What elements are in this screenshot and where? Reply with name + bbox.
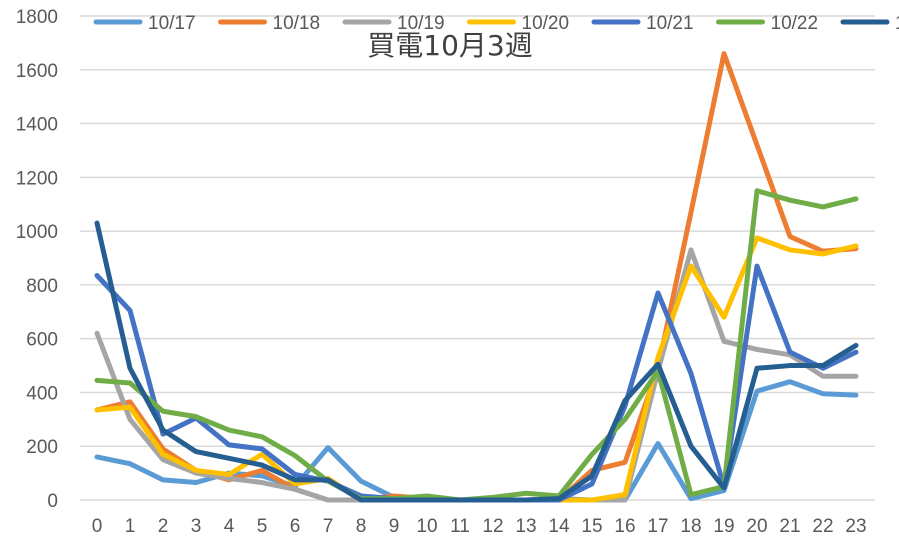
x-tick-label: 12 bbox=[482, 516, 503, 537]
chart-title: 買電10月3週 bbox=[367, 29, 532, 62]
x-tick-label: 3 bbox=[191, 516, 202, 537]
x-tick-label: 0 bbox=[92, 516, 103, 537]
x-tick-label: 7 bbox=[323, 516, 334, 537]
x-tick-label: 18 bbox=[680, 516, 701, 537]
x-tick-label: 5 bbox=[257, 516, 268, 537]
x-tick-label: 8 bbox=[356, 516, 367, 537]
x-tick-label: 14 bbox=[548, 516, 570, 537]
y-tick-label: 1000 bbox=[16, 222, 58, 243]
x-tick-label: 4 bbox=[224, 516, 235, 537]
x-tick-label: 19 bbox=[713, 516, 734, 537]
x-tick-label: 13 bbox=[515, 516, 536, 537]
legend-label: 10/21 bbox=[646, 13, 694, 34]
legend-label: 10/20 bbox=[522, 13, 570, 34]
y-tick-label: 1800 bbox=[16, 7, 58, 28]
legend-label: 10/18 bbox=[273, 13, 321, 34]
series-line-10-21 bbox=[94, 263, 859, 503]
legend-label: 10/19 bbox=[397, 13, 445, 34]
legend-label: 10/17 bbox=[148, 13, 196, 34]
y-tick-label: 0 bbox=[47, 491, 58, 512]
series-line-10-17 bbox=[94, 379, 859, 503]
y-tick-label: 800 bbox=[26, 276, 58, 297]
x-tick-label: 2 bbox=[158, 516, 169, 537]
y-tick-label: 200 bbox=[26, 437, 58, 458]
x-tick-label: 1 bbox=[125, 516, 136, 537]
x-tick-label: 23 bbox=[845, 516, 866, 537]
x-tick-label: 10 bbox=[416, 516, 437, 537]
x-tick-label: 20 bbox=[746, 516, 767, 537]
x-tick-label: 6 bbox=[290, 516, 301, 537]
legend-label: 10/23 bbox=[895, 13, 899, 34]
series-line-10-23 bbox=[94, 220, 859, 503]
x-tick-label: 21 bbox=[779, 516, 800, 537]
y-tick-label: 1600 bbox=[16, 61, 58, 82]
legend-label: 10/22 bbox=[771, 13, 819, 34]
y-tick-label: 1200 bbox=[16, 168, 58, 189]
x-tick-label: 11 bbox=[450, 516, 470, 537]
y-tick-label: 400 bbox=[26, 383, 58, 404]
x-tick-label: 9 bbox=[389, 516, 400, 537]
x-tick-label: 22 bbox=[812, 516, 833, 537]
x-tick-label: 16 bbox=[614, 516, 635, 537]
y-tick-label: 1400 bbox=[16, 115, 58, 136]
y-tick-label: 600 bbox=[26, 330, 58, 351]
x-tick-label: 17 bbox=[647, 516, 668, 537]
x-tick-label: 15 bbox=[581, 516, 602, 537]
